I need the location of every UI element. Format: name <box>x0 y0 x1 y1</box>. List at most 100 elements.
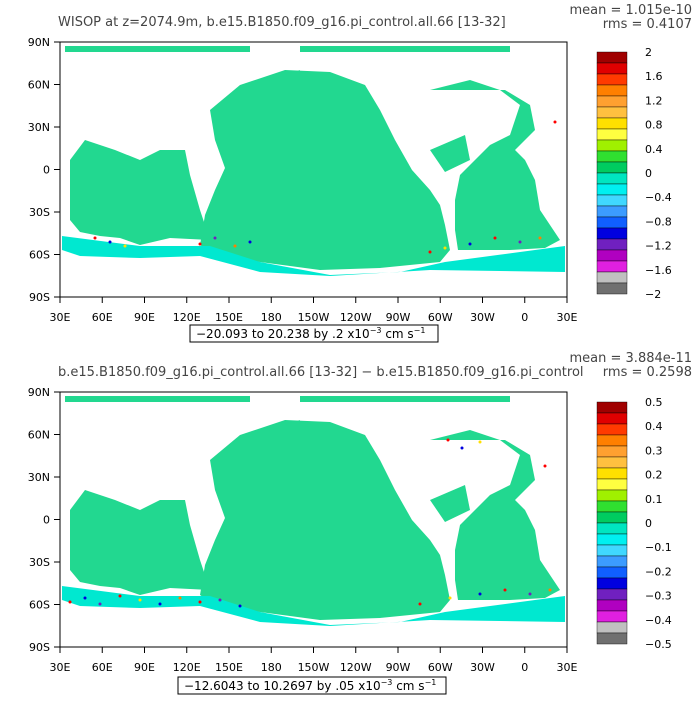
lon-tick-label: 30W <box>470 661 495 674</box>
panel-1-units-exp: −1 <box>414 326 426 335</box>
lat-tick-label: 30S <box>29 556 50 569</box>
colorbar-label: 0.4 <box>645 143 663 156</box>
lat-tick-label: 90S <box>29 641 50 654</box>
colorbar-swatch <box>596 511 628 524</box>
panel-2-units: cm s <box>392 679 424 693</box>
lat-tick-label: 60N <box>28 79 50 92</box>
colorbar-label: −0.4 <box>645 191 672 204</box>
lat-tick-label: 30N <box>28 121 50 134</box>
colorbar-swatch <box>596 456 628 469</box>
colorbar-label: 0 <box>645 167 652 180</box>
colorbar-swatch <box>596 216 628 229</box>
colorbar-swatch <box>596 117 628 130</box>
lon-tick-label: 90E <box>134 311 155 324</box>
lon-tick-label: 90E <box>134 661 155 674</box>
panel-1-mean: mean = 1.015e-10 <box>570 3 692 18</box>
lon-tick-label: 150W <box>298 311 330 324</box>
panel-2-range: −12.6043 to 10.2697 by .05 x10 <box>184 679 381 693</box>
colorbar-swatch <box>596 544 628 557</box>
panel-2-colorbar: 0.5 0.4 0.3 0.2 0.1 0 −0.1 −0.2 −0.3 −0.4 −0.5 <box>596 396 672 651</box>
svg-text:−12.6043 to 10.2697 by .05 x10: −12.6043 to 10.2697 by .05 x10−3 cm s−1 <box>184 678 436 693</box>
panel-2-map <box>59 391 568 648</box>
lat-tick-label: 90N <box>28 386 50 399</box>
lon-tick-label: 30E <box>557 661 578 674</box>
colorbar-swatch <box>596 139 628 152</box>
lat-tick-label: 60S <box>29 599 50 612</box>
colorbar-label: 0.2 <box>645 469 663 482</box>
lon-tick-label: 0 <box>521 311 528 324</box>
panel-2-lon-axis: 30E 60E 90E 120E 150E 180 150W 120W 90W 60W 30W 0 30… <box>50 647 578 674</box>
panel-2-southern-noise <box>68 438 552 608</box>
lat-tick-label: 60N <box>28 429 50 442</box>
panel-2-rms: rms = 0.2598 <box>603 365 692 380</box>
panel-2-mean: mean = 3.884e-11 <box>570 351 692 366</box>
panel-2-range-exp: −3 <box>381 678 393 687</box>
colorbar-swatch <box>596 150 628 163</box>
colorbar-swatch <box>596 478 628 491</box>
lon-tick-label: 90W <box>386 311 411 324</box>
panel-1-lat-axis: 90N 60N 30N 0 30S 60S 90S <box>28 36 60 304</box>
colorbar-swatch <box>596 194 628 207</box>
colorbar-label: 2 <box>645 46 652 59</box>
colorbar-swatch <box>596 128 628 141</box>
colorbar-swatch <box>596 95 628 108</box>
colorbar-swatch <box>596 172 628 185</box>
colorbar-label: 0 <box>645 517 652 530</box>
colorbar-swatch <box>596 161 628 174</box>
colorbar-label: 0.8 <box>645 119 663 132</box>
lat-tick-label: 30N <box>28 471 50 484</box>
colorbar-swatch <box>596 227 628 240</box>
panel-2-title: b.e15.B1850.f09_g16.pi_control.all.66 [1… <box>58 365 584 380</box>
panel-1-rms: rms = 0.4107 <box>603 17 692 32</box>
lon-tick-label: 120E <box>173 311 201 324</box>
colorbar-swatch <box>596 205 628 218</box>
colorbar-swatch <box>596 500 628 513</box>
lat-tick-label: 0 <box>43 514 50 527</box>
colorbar-swatch <box>596 84 628 97</box>
colorbar-swatch <box>596 467 628 480</box>
svg-text:−20.093 to 20.238 by .2 x10−3: −20.093 to 20.238 by .2 x10−3 cm s−1 <box>196 326 425 341</box>
colorbar-swatch <box>596 632 628 645</box>
panel-1-southern-noise <box>93 120 557 254</box>
lat-tick-label: 90N <box>28 36 50 49</box>
panel-1-range-exp: −3 <box>370 326 382 335</box>
lon-tick-label: 60E <box>92 661 113 674</box>
lon-tick-label: 30E <box>50 311 71 324</box>
colorbar-label: 1.2 <box>645 94 663 107</box>
colorbar-label: 0.3 <box>645 444 663 457</box>
colorbar-label: −0.4 <box>645 614 672 627</box>
lon-tick-label: 90W <box>386 661 411 674</box>
colorbar-label: 0.1 <box>645 493 663 506</box>
colorbar-swatch <box>596 271 628 284</box>
panel-1-range-box: −20.093 to 20.238 by .2 x10−3 cm s−1 <box>189 324 439 343</box>
colorbar-swatch <box>596 588 628 601</box>
lon-tick-label: 60E <box>92 311 113 324</box>
colorbar-label: −0.8 <box>645 215 672 228</box>
panel-1-title: WISOP at z=2074.9m, b.e15.B1850.f09_g16.… <box>58 15 506 30</box>
lon-tick-label: 150W <box>298 661 330 674</box>
colorbar-swatch <box>596 555 628 568</box>
colorbar-swatch <box>596 238 628 251</box>
lon-tick-label: 150E <box>215 311 243 324</box>
colorbar-swatch <box>596 62 628 75</box>
colorbar-swatch <box>596 401 628 414</box>
colorbar-label: −0.5 <box>645 638 672 651</box>
lon-tick-label: 120W <box>340 661 372 674</box>
colorbar-label: −2 <box>645 288 661 301</box>
lon-tick-label: 180 <box>261 311 282 324</box>
lon-tick-label: 30W <box>470 311 495 324</box>
lat-tick-label: 90S <box>29 291 50 304</box>
colorbar-swatch <box>596 621 628 634</box>
colorbar-swatch <box>596 183 628 196</box>
colorbar-label: −0.1 <box>645 541 672 554</box>
panel-1-colorbar: 2 1.6 1.2 0.8 0.4 0 −0.4 −0.8 −1.2 −1.6 −2 <box>596 46 672 301</box>
panel-1-map <box>59 41 568 298</box>
colorbar-swatch <box>596 106 628 119</box>
colorbar-label: 0.4 <box>645 420 663 433</box>
panel-2-ocean <box>62 396 565 626</box>
colorbar-label: 1.6 <box>645 70 663 83</box>
lon-tick-label: 120E <box>173 661 201 674</box>
lon-tick-label: 30E <box>557 311 578 324</box>
colorbar-swatch <box>596 489 628 502</box>
